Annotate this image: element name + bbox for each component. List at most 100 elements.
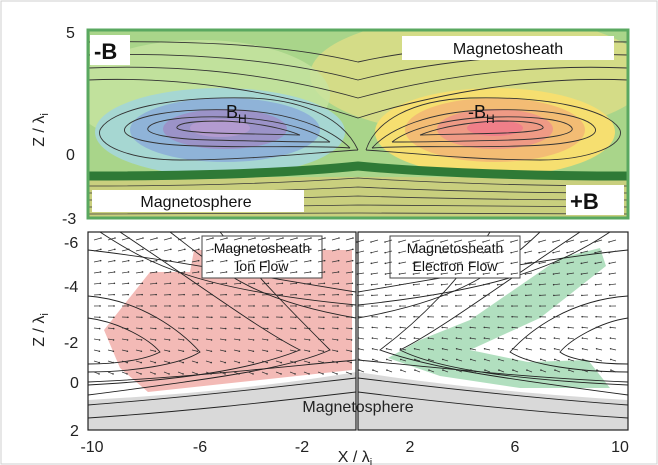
velocity-arrow-head	[280, 327, 283, 330]
velocity-arrow-head	[399, 326, 402, 329]
velocity-arrow	[498, 348, 505, 351]
velocity-arrow-head	[525, 347, 528, 350]
velocity-arrow-head	[280, 361, 283, 364]
velocity-arrow-head	[413, 326, 416, 329]
velocity-arrow-head	[370, 251, 372, 254]
velocity-arrow-head	[295, 271, 298, 273]
velocity-arrow	[261, 360, 268, 363]
velocity-arrow-head	[350, 373, 352, 375]
velocity-arrow-head	[170, 248, 172, 251]
velocity-arrow	[219, 248, 227, 252]
velocity-arrow	[428, 327, 435, 329]
velocity-arrow-head	[469, 326, 472, 329]
velocity-arrow-head	[238, 339, 241, 341]
velocity-arrow-head	[238, 361, 241, 364]
velocity-arrow	[149, 248, 157, 252]
velocity-arrow-head	[566, 273, 569, 275]
velocity-arrow-head	[225, 282, 228, 285]
velocity-arrow-head	[525, 294, 527, 297]
velocity-arrow-head	[608, 251, 610, 254]
velocity-arrow-head	[399, 294, 401, 297]
velocity-arrow-head	[582, 369, 584, 371]
velocity-arrow-head	[350, 339, 353, 341]
velocity-arrow-head	[399, 305, 401, 307]
velocity-arrow-head	[268, 237, 270, 239]
velocity-arrow-head	[384, 251, 386, 254]
velocity-arrow	[483, 261, 491, 264]
velocity-arrow	[345, 271, 353, 274]
velocity-arrow	[289, 349, 296, 352]
velocity-arrow-head	[296, 248, 298, 251]
velocity-arrow	[317, 237, 326, 241]
velocity-arrow-head	[567, 347, 570, 350]
velocity-arrow-head	[100, 248, 102, 251]
velocity-arrow	[384, 239, 393, 243]
velocity-arrow-head	[468, 241, 470, 243]
velocity-arrow-head	[413, 315, 415, 318]
velocity-arrow-head	[469, 294, 471, 297]
velocity-arrow-head	[98, 339, 101, 341]
velocity-arrow	[568, 369, 575, 373]
velocity-arrow	[414, 369, 421, 373]
velocity-arrow	[261, 282, 269, 285]
velocity-arrow	[303, 360, 310, 363]
velocity-arrow-head	[281, 259, 284, 262]
velocity-arrow	[261, 327, 268, 329]
velocity-arrow	[372, 327, 379, 329]
velocity-arrow-head	[238, 350, 241, 353]
velocity-arrow-head	[357, 358, 360, 361]
velocity-arrow-head	[198, 237, 200, 239]
velocity-arrow	[317, 260, 325, 263]
velocity-arrow-head	[540, 369, 542, 371]
velocity-arrow-head	[295, 259, 298, 262]
x-tick-neg6: -6	[193, 439, 207, 456]
velocity-arrow	[247, 338, 254, 341]
velocity-arrow-head	[196, 327, 199, 330]
velocity-arrow-head	[238, 327, 241, 330]
velocity-arrow-head	[580, 241, 582, 243]
velocity-arrow-head	[336, 339, 339, 341]
velocity-arrow-head	[127, 305, 129, 307]
velocity-arrow-head	[539, 358, 542, 361]
magnetosphere-region-left	[88, 372, 356, 430]
velocity-arrow	[135, 282, 143, 285]
velocity-arrow	[177, 237, 186, 241]
velocity-arrow-head	[323, 316, 325, 319]
velocity-arrow-head	[567, 326, 570, 329]
velocity-arrow	[275, 271, 283, 274]
velocity-arrow-head	[156, 248, 158, 251]
velocity-arrow-head	[608, 262, 611, 265]
velocity-arrow	[121, 327, 128, 329]
velocity-arrow-head	[427, 294, 429, 297]
velocity-arrow-head	[140, 350, 143, 353]
velocity-arrow-head	[553, 305, 555, 307]
velocity-arrow-head	[482, 273, 485, 275]
velocity-arrow	[484, 337, 491, 340]
velocity-arrow	[399, 250, 407, 254]
bh-label: BH	[226, 102, 247, 126]
velocity-arrow	[540, 369, 547, 373]
velocity-arrow	[135, 371, 142, 375]
velocity-arrow-head	[469, 337, 472, 339]
velocity-arrow	[163, 338, 170, 341]
top-y-tick-neg3: -3	[62, 211, 76, 228]
velocity-arrow-head	[266, 339, 269, 341]
velocity-arrow-head	[225, 316, 227, 319]
bottom-z-axis-label: Z / λi	[31, 313, 51, 347]
velocity-arrow	[107, 271, 115, 274]
neg-b-box	[90, 35, 130, 65]
velocity-arrow	[135, 338, 142, 341]
velocity-arrow-head	[282, 237, 284, 239]
velocity-arrow-head	[594, 273, 597, 275]
velocity-arrow-head	[581, 326, 584, 329]
velocity-arrow	[205, 237, 214, 241]
velocity-arrow-head	[427, 337, 430, 339]
velocity-arrow-head	[552, 273, 555, 275]
neg-bh-island-core	[467, 120, 523, 136]
velocity-arrow-head	[140, 327, 143, 330]
velocity-arrow-head	[211, 282, 214, 285]
velocity-arrow	[497, 261, 505, 264]
velocity-arrow-head	[254, 237, 256, 239]
velocity-arrow-head	[609, 337, 612, 339]
